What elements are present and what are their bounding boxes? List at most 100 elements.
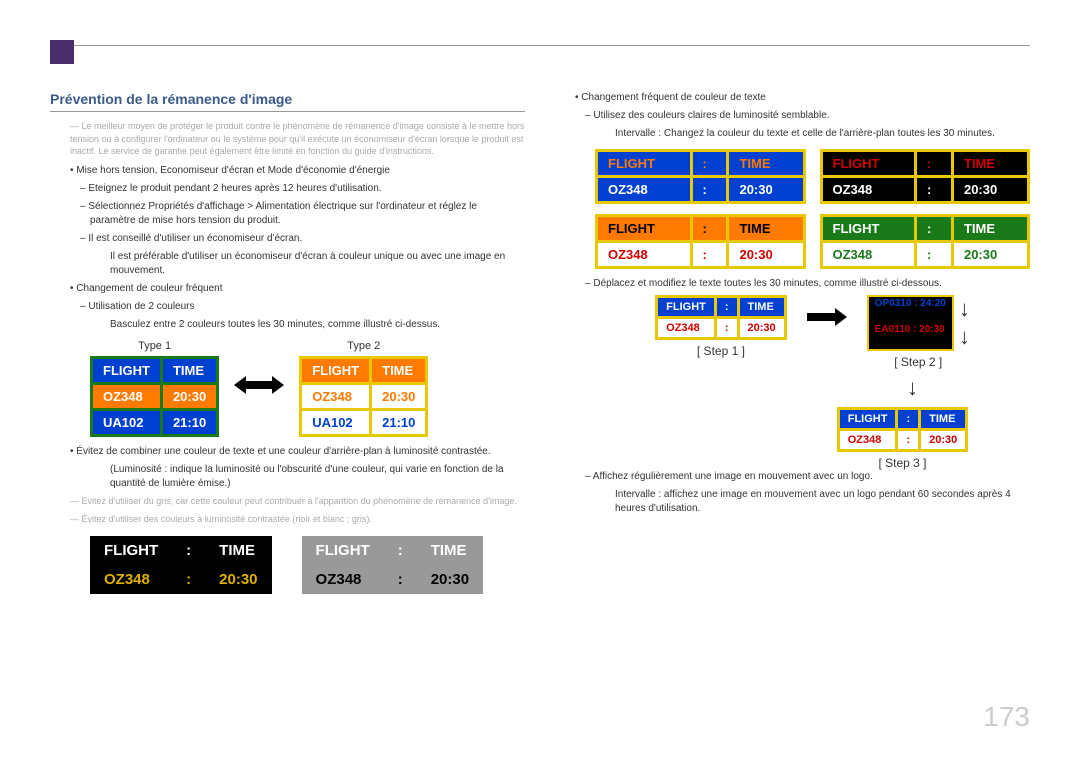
cell: 20:30 [161,383,217,409]
bullet: Évitez de combiner une couleur de texte … [70,445,525,459]
cell: 20:30 [738,318,785,339]
arrow-down-icon: ↓ [959,296,970,322]
cell: TIME [728,216,804,242]
cell: TIME [728,151,804,177]
bullet-sub: (Luminosité : indique la luminosité ou l… [110,463,525,491]
cell: : [691,216,728,242]
cell: FLIGHT [92,357,162,383]
cell: : [715,318,738,339]
cell: 20:30 [952,242,1028,268]
cell: OZ348 [821,177,916,203]
step2-list: OP0310 : 24:20KL0125 : 13:50EA0110 : 20:… [867,295,954,351]
left-column: Prévention de la rémanence d'image Le me… [50,91,525,594]
bullet: Affichez régulièrement une image en mouv… [595,470,1030,484]
cell: 20:30 [728,242,804,268]
step-label: [ Step 1 ] [697,344,745,358]
bullet: Changement fréquent de couleur de texte [575,91,1030,105]
cell: 20:30 [371,383,427,409]
note: Evitez d'utiliser du gris, car cette cou… [70,495,525,508]
cell: 20:30 [205,565,271,594]
step2-list-item: OP0310 : 24:20 [869,297,952,310]
cell: 21:10 [161,409,217,435]
cell: : [172,536,205,565]
flight-board-tl: FLIGHT:TIME OZ348:20:30 [595,149,806,204]
step-flow: FLIGHT:TIME OZ348:20:30 [ Step 1 ] OP031… [595,295,1030,470]
cell: TIME [952,216,1028,242]
type-label: Type 1 [138,340,171,352]
section-title: Prévention de la rémanence d'image [50,91,525,112]
cell: FLIGHT [821,216,916,242]
cell: FLIGHT [821,151,916,177]
cell: TIME [738,297,785,318]
step-label: [ Step 3 ] [878,456,926,470]
cell: OZ348 [821,242,916,268]
type-comparison: Type 1 FLIGHT TIME OZ348 20:30 UA102 21:… [90,340,525,437]
bullet: Il est conseillé d'utiliser un économise… [90,232,525,246]
cell: UA102 [301,409,371,435]
cell: OZ348 [838,430,897,451]
page-number: 173 [983,701,1030,733]
bullet-sub: Intervalle : affichez une image en mouve… [615,488,1030,516]
flight-board-type2: FLIGHT TIME OZ348 20:30 UA102 21:10 [299,356,428,437]
cell: OZ348 [90,565,172,594]
step2-list-item: KL0125 : 13:50 [869,310,952,323]
cell: FLIGHT [301,357,371,383]
flight-board-step1: FLIGHT:TIME OZ348:20:30 [655,295,787,340]
cell: : [715,297,738,318]
bullet-sub: Intervalle : Changez la couleur du texte… [615,127,1030,141]
cell: TIME [417,536,483,565]
arrow-down-icon: ↓ [907,375,918,400]
cell: 20:30 [920,430,967,451]
cell: FLIGHT [302,536,384,565]
cell: FLIGHT [597,216,692,242]
color-examples-grid: FLIGHT:TIME OZ348:20:30 FLIGHT:TIME OZ34… [595,149,1030,269]
cell: : [916,177,953,203]
step2-list-item: KL0025 : 16:50 [869,336,952,349]
cell: : [691,242,728,268]
flight-board-black: FLIGHT : TIME OZ348 : 20:30 [90,536,272,594]
bullet-sub: Il est préférable d'utiliser un économis… [110,250,525,278]
bullet: Utilisation de 2 couleurs [90,300,525,314]
cell: 20:30 [417,565,483,594]
cell: TIME [205,536,271,565]
bullet: Mise hors tension, Economiseur d'écran e… [70,164,525,178]
cell: FLIGHT [597,151,692,177]
flight-board-br: FLIGHT:TIME OZ348:20:30 [820,214,1031,269]
cell: : [916,216,953,242]
cell: : [172,565,205,594]
cell: 20:30 [728,177,804,203]
cell: : [916,242,953,268]
bullet: Utilisez des couleurs claires de luminos… [595,109,1030,123]
bidirectional-arrow-icon [234,373,284,404]
cell: FLIGHT [90,536,172,565]
cell: OZ348 [92,383,162,409]
step-label: [ Step 2 ] [894,355,942,369]
top-rule [50,45,1030,46]
arrow-down-icon: ↓ [959,324,970,350]
cell: FLIGHT [838,409,897,430]
note: Évitez d'utiliser des couleurs à luminos… [70,513,525,526]
cell: : [691,151,728,177]
bullet: Sélectionnez Propriétés d'affichage > Al… [90,200,525,228]
cell: : [897,409,920,430]
cell: : [897,430,920,451]
contrast-examples: FLIGHT : TIME OZ348 : 20:30 FLIGHT : TIM… [90,536,525,594]
bullet: Déplacez et modifiez le texte toutes les… [595,277,1030,291]
cell: UA102 [92,409,162,435]
cell: OZ348 [597,177,692,203]
cell: : [691,177,728,203]
decorative-block [50,40,74,64]
cell: FLIGHT [657,297,716,318]
cell: : [384,536,417,565]
flight-board-gray: FLIGHT : TIME OZ348 : 20:30 [302,536,484,594]
arrow-right-icon [807,307,847,330]
cell: 20:30 [952,177,1028,203]
flight-board-bl: FLIGHT:TIME OZ348:20:30 [595,214,806,269]
flight-board-tr: FLIGHT:TIME OZ348:20:30 [820,149,1031,204]
cell: OZ348 [657,318,716,339]
flight-board-step3: FLIGHT:TIME OZ348:20:30 [837,407,969,452]
cell: : [916,151,953,177]
cell: TIME [952,151,1028,177]
cell: TIME [161,357,217,383]
cell: OZ348 [597,242,692,268]
